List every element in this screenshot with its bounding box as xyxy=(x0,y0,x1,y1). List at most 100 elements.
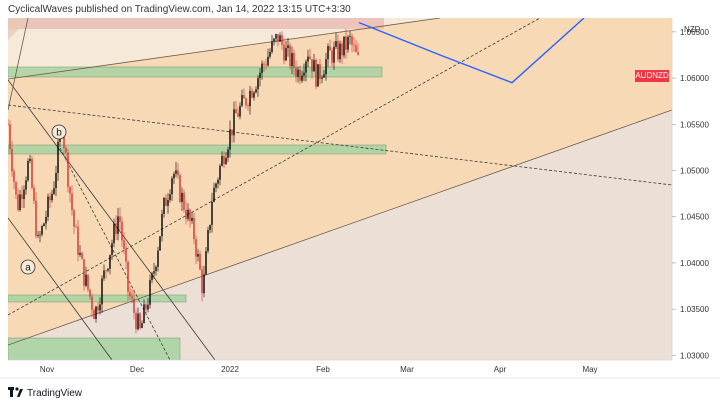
channel-upper-line xyxy=(8,18,441,80)
candle-body xyxy=(37,235,39,237)
candle-body xyxy=(187,209,189,219)
candle-body xyxy=(261,63,263,73)
candle-body xyxy=(151,273,153,281)
candle-body xyxy=(303,72,305,76)
price-tick-label: 1.03000 xyxy=(680,351,709,360)
candle-body xyxy=(223,155,225,165)
candle-body xyxy=(139,313,141,329)
candle-body xyxy=(109,254,111,269)
candle-body xyxy=(273,38,275,42)
support-zone-upper xyxy=(8,66,383,78)
candle-body xyxy=(277,34,279,42)
candle-body xyxy=(81,252,83,260)
candle-body xyxy=(103,270,105,279)
candle-body xyxy=(171,178,173,195)
candle-body xyxy=(133,298,135,313)
symbol-price-tag: AUDNZD xyxy=(635,70,669,82)
candle-body xyxy=(203,274,205,294)
support-zone-bottom xyxy=(8,337,181,360)
candle-body xyxy=(335,41,337,47)
candle-body xyxy=(305,61,307,73)
price-tick-label: 1.06500 xyxy=(680,28,709,37)
candle-body xyxy=(97,306,99,311)
candle-body xyxy=(55,172,57,189)
candle-body xyxy=(87,274,89,290)
time-tick-label: Mar xyxy=(400,365,414,374)
candle-body xyxy=(193,217,195,240)
candle-body xyxy=(243,95,245,99)
candle-body xyxy=(249,90,251,107)
candle-body xyxy=(317,64,319,87)
candle-body xyxy=(141,323,143,329)
candle-body xyxy=(313,59,315,72)
candle-body xyxy=(153,271,155,274)
candle-body xyxy=(333,46,335,63)
price-tick-label: 1.05000 xyxy=(680,167,709,176)
candle-body xyxy=(339,43,341,60)
price-tick-label: 1.05500 xyxy=(680,120,709,129)
candle-body xyxy=(155,266,157,272)
price-tick-label: 1.04000 xyxy=(680,259,709,268)
candle-body xyxy=(247,105,249,107)
candle-body xyxy=(351,36,353,45)
candle-body xyxy=(307,56,309,62)
candle-body xyxy=(73,210,75,227)
candle-body xyxy=(105,270,107,272)
candle-body xyxy=(115,223,117,234)
candle-body xyxy=(207,229,209,252)
price-axis-background[interactable] xyxy=(672,18,720,360)
candle-body xyxy=(183,192,185,210)
candle-body xyxy=(35,200,37,237)
candle-body xyxy=(49,196,51,201)
time-tick-label: May xyxy=(582,365,597,374)
time-tick-label: Feb xyxy=(316,365,330,374)
candle-body xyxy=(347,36,349,50)
candle-body xyxy=(9,124,11,149)
candle-body xyxy=(93,309,95,320)
candle-body xyxy=(279,35,281,42)
candle-body xyxy=(63,135,65,149)
support-zone-middle xyxy=(8,144,387,155)
candle-body xyxy=(121,221,123,241)
footer xyxy=(0,385,720,405)
wedge-area xyxy=(8,18,30,40)
candle-body xyxy=(349,36,351,38)
time-axis-background[interactable] xyxy=(0,360,672,378)
candle-body xyxy=(137,313,139,330)
channel-fill xyxy=(8,18,672,345)
price-tick-label: 1.03500 xyxy=(680,305,709,314)
chart-header: CyclicalWaves published on TradingView.c… xyxy=(0,0,720,18)
candle-body xyxy=(255,89,257,93)
published-info: CyclicalWaves published on TradingView.c… xyxy=(8,4,351,15)
candle-body xyxy=(275,34,277,39)
candle-body xyxy=(159,236,161,251)
candle-body xyxy=(345,36,347,50)
time-tick-label: 2022 xyxy=(221,365,239,374)
dashed-rising-line xyxy=(8,18,541,316)
candle-body xyxy=(311,59,313,72)
descending-line-1 xyxy=(8,79,216,360)
candle-body xyxy=(25,180,27,190)
descending-line-2 xyxy=(8,217,113,360)
candle-body xyxy=(267,56,269,66)
candle-body xyxy=(17,194,19,211)
candle-body xyxy=(117,216,119,234)
candle-body xyxy=(227,149,229,158)
candle-body xyxy=(179,175,181,203)
candle-body xyxy=(101,278,103,305)
candle-body xyxy=(65,148,67,153)
candle-body xyxy=(125,248,127,262)
candle-body xyxy=(231,129,233,136)
wave-label-b-text: b xyxy=(56,128,62,139)
candle-body xyxy=(143,304,145,324)
candle-body xyxy=(173,173,175,179)
candle-body xyxy=(221,155,223,166)
candle-body xyxy=(8,124,9,126)
candle-body xyxy=(245,98,247,106)
candle-body xyxy=(47,196,49,217)
candle-body xyxy=(181,192,183,203)
price-tick-label: 1.04500 xyxy=(680,213,709,222)
candle-body xyxy=(241,95,243,106)
dashed-falling-line xyxy=(8,104,672,186)
